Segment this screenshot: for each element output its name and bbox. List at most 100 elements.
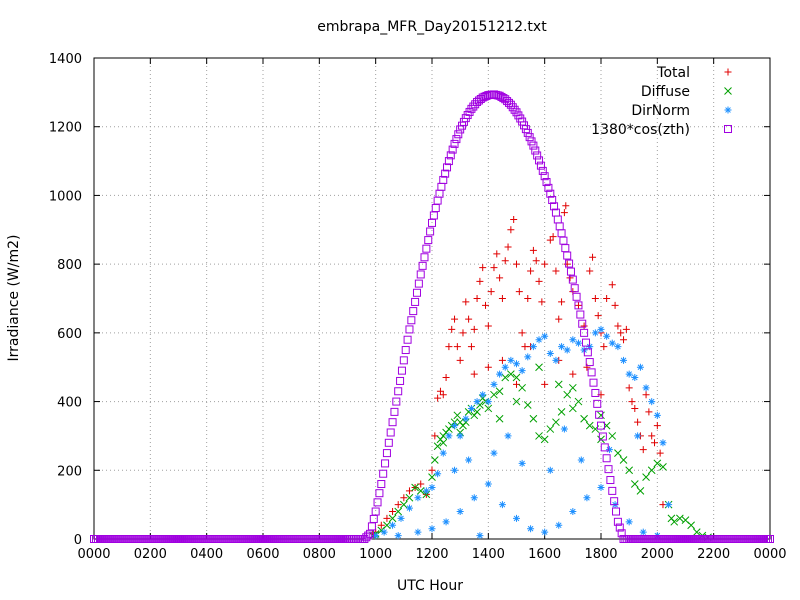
data-point xyxy=(442,374,450,382)
data-point xyxy=(512,373,521,382)
data-point xyxy=(479,264,487,272)
data-point xyxy=(462,298,470,306)
data-point xyxy=(456,508,464,516)
data-point xyxy=(612,507,621,516)
data-point xyxy=(504,243,512,251)
data-point xyxy=(639,446,647,454)
data-point xyxy=(430,456,439,464)
data-point xyxy=(642,391,650,399)
data-point xyxy=(605,446,613,454)
data-point xyxy=(536,161,545,170)
x-tick-label: 0000 xyxy=(77,547,110,562)
data-point xyxy=(435,189,444,198)
data-point xyxy=(426,227,435,236)
data-point xyxy=(523,401,532,409)
data-point xyxy=(448,145,457,154)
data-point xyxy=(665,501,673,509)
data-point xyxy=(473,408,481,416)
data-point xyxy=(490,449,498,457)
data-point xyxy=(625,518,633,526)
data-point xyxy=(487,288,495,296)
data-point xyxy=(377,480,386,489)
data-point xyxy=(692,528,701,536)
data-point xyxy=(529,246,537,254)
data-point xyxy=(498,356,506,364)
data-point xyxy=(553,215,562,224)
data-point xyxy=(462,415,470,423)
data-point xyxy=(484,322,492,330)
data-point xyxy=(610,497,619,506)
data-point xyxy=(407,316,416,325)
data-point xyxy=(389,521,397,529)
data-point xyxy=(608,281,616,289)
data-point xyxy=(416,270,425,279)
data-point xyxy=(620,336,628,344)
legend-label: Total xyxy=(656,65,690,81)
data-point xyxy=(538,166,547,175)
data-point xyxy=(529,343,537,351)
data-point xyxy=(563,260,571,268)
data-point xyxy=(383,514,391,522)
data-point xyxy=(595,410,604,419)
data-point xyxy=(615,523,624,532)
data-point xyxy=(529,141,538,150)
data-point xyxy=(442,518,450,526)
data-point xyxy=(620,356,628,364)
data-point xyxy=(625,370,633,378)
data-point xyxy=(441,169,450,178)
data-point xyxy=(405,493,414,502)
data-point xyxy=(459,329,467,337)
data-point xyxy=(659,439,667,447)
data-point xyxy=(589,378,598,387)
data-point xyxy=(470,370,478,378)
data-point xyxy=(448,325,456,333)
data-point xyxy=(394,532,402,540)
data-point xyxy=(546,349,554,357)
data-point xyxy=(580,322,588,330)
x-tick-label: 1200 xyxy=(415,547,448,562)
data-point xyxy=(507,356,515,364)
data-point xyxy=(429,211,438,220)
data-point xyxy=(569,508,577,516)
data-point xyxy=(524,353,532,361)
data-point xyxy=(535,363,543,372)
data-point xyxy=(574,301,583,310)
data-point xyxy=(580,328,589,337)
x-tick-label: 0200 xyxy=(134,547,167,562)
y-tick-label: 800 xyxy=(57,258,82,273)
data-point xyxy=(653,422,661,430)
data-point xyxy=(634,418,642,426)
data-point xyxy=(450,139,459,148)
data-point xyxy=(583,363,591,371)
data-point xyxy=(416,487,425,495)
data-point xyxy=(476,277,484,285)
data-point xyxy=(563,251,572,260)
data-point xyxy=(465,456,473,464)
data-point xyxy=(597,411,605,420)
data-point xyxy=(428,483,436,491)
data-point xyxy=(563,346,571,354)
y-tick-label: 1400 xyxy=(49,52,82,67)
data-point xyxy=(405,325,414,334)
data-point xyxy=(412,288,421,297)
data-point xyxy=(431,204,440,213)
x-tick-label: 1000 xyxy=(359,547,392,562)
data-point xyxy=(531,146,540,155)
data-point xyxy=(384,438,393,447)
data-point xyxy=(397,366,406,375)
data-point xyxy=(470,325,478,333)
data-point xyxy=(513,514,520,522)
data-point xyxy=(496,274,504,282)
data-point xyxy=(541,332,549,340)
data-point xyxy=(552,356,560,364)
series-square xyxy=(90,90,774,543)
x-tick-label: 2000 xyxy=(641,547,674,562)
data-point xyxy=(400,494,408,502)
data-point xyxy=(515,288,523,296)
data-point xyxy=(535,336,543,344)
data-point xyxy=(546,425,555,433)
data-point xyxy=(375,489,384,498)
data-point xyxy=(557,229,566,238)
x-tick-label: 0000 xyxy=(753,547,786,562)
data-point xyxy=(453,343,461,351)
